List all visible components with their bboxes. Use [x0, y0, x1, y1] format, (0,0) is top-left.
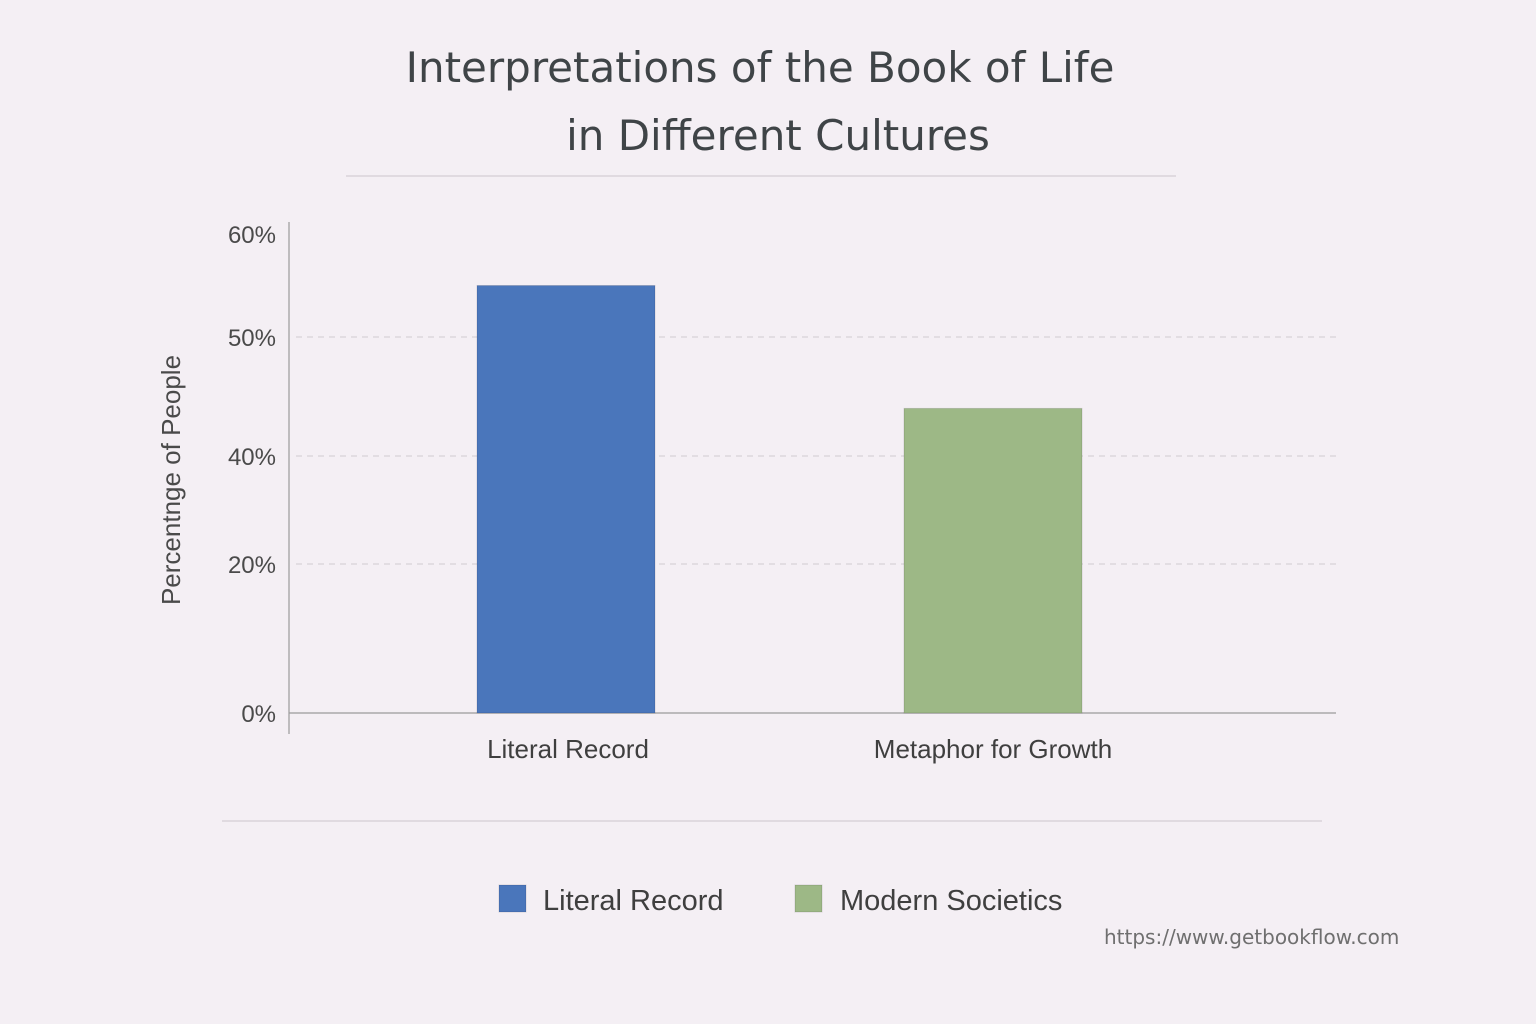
- legend-label: Modern Societics: [840, 885, 1062, 917]
- legend-swatch: [498, 884, 527, 913]
- legend: Literal Record Modern Societics: [498, 884, 1062, 917]
- y-tick-label: 40%: [228, 444, 276, 471]
- y-tick-label: 20%: [228, 552, 276, 579]
- x-tick-label: Literal Record: [487, 734, 649, 764]
- y-tick-label: 50%: [228, 325, 276, 352]
- y-axis-title: Percentnge of People: [156, 355, 186, 605]
- chart-title-line-2: in Different Cultures: [566, 111, 990, 160]
- bars: [476, 285, 1083, 714]
- y-tick-label: 60%: [228, 222, 276, 249]
- chart-title-line-1: Interpretations of the Book of Life: [406, 43, 1115, 92]
- x-tick-labels: Literal Record Metaphor for Growth: [487, 734, 1112, 764]
- y-tick-labels: 0% 20% 40% 50% 60%: [228, 222, 276, 728]
- legend-label: Literal Record: [543, 885, 724, 917]
- bar-metaphor-for-growth: [903, 407, 1083, 714]
- y-tick-label: 0%: [241, 701, 276, 728]
- legend-swatch: [794, 884, 823, 913]
- x-tick-label: Metaphor for Growth: [874, 734, 1112, 764]
- source-url: https://www.getbookflow.com: [1104, 925, 1400, 949]
- bar-literal-record: [476, 285, 656, 714]
- gridlines: [296, 336, 1336, 565]
